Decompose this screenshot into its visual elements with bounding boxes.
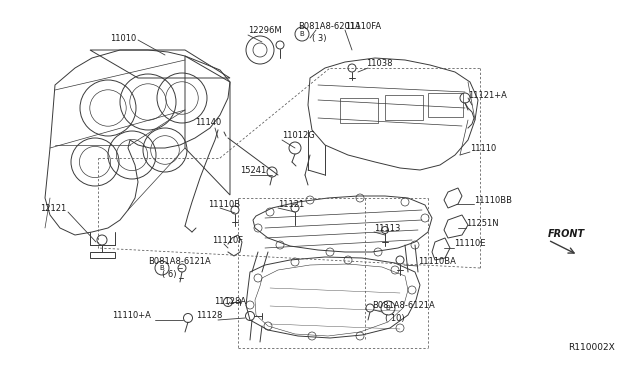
Text: B081A8-6201A: B081A8-6201A [298,22,361,31]
Text: B: B [159,265,164,271]
Text: 11012G: 11012G [282,131,315,140]
Text: 11110BA: 11110BA [418,257,456,266]
Text: 11010: 11010 [110,33,136,42]
Text: 11110B: 11110B [208,199,240,208]
Text: 11251N: 11251N [466,218,499,228]
Text: 11128A: 11128A [214,296,246,305]
Bar [428,93,463,117]
Text: 11110F: 11110F [212,235,243,244]
Text: 11110+A: 11110+A [112,311,151,321]
Text: 15241: 15241 [240,166,266,174]
Text: 12121: 12121 [40,203,67,212]
Text: 11110: 11110 [470,144,496,153]
Text: ( 10): ( 10) [385,314,404,323]
Text: B: B [386,305,390,311]
Text: ( 6): ( 6) [162,269,177,279]
Text: FRONT: FRONT [548,229,585,239]
Text: 11121: 11121 [278,199,304,208]
Text: 11038: 11038 [366,58,392,67]
Text: B: B [300,31,305,37]
Text: 11113: 11113 [374,224,401,232]
Text: 11140: 11140 [195,118,221,126]
Text: 11110E: 11110E [454,238,486,247]
Bar [340,98,378,123]
Text: 11110FA: 11110FA [345,22,381,31]
Text: 12296M: 12296M [248,26,282,35]
Text: B081A8-6121A: B081A8-6121A [148,257,211,266]
Circle shape [295,27,309,41]
Text: B081A8-6121A: B081A8-6121A [372,301,435,311]
Circle shape [155,261,169,275]
Text: ( 3): ( 3) [312,33,326,42]
Text: 11121+A: 11121+A [468,90,507,99]
Text: 11110BB: 11110BB [474,196,512,205]
Bar [385,95,423,120]
Text: R110002X: R110002X [568,343,615,353]
Circle shape [381,301,395,315]
Text: 11128: 11128 [196,311,222,321]
